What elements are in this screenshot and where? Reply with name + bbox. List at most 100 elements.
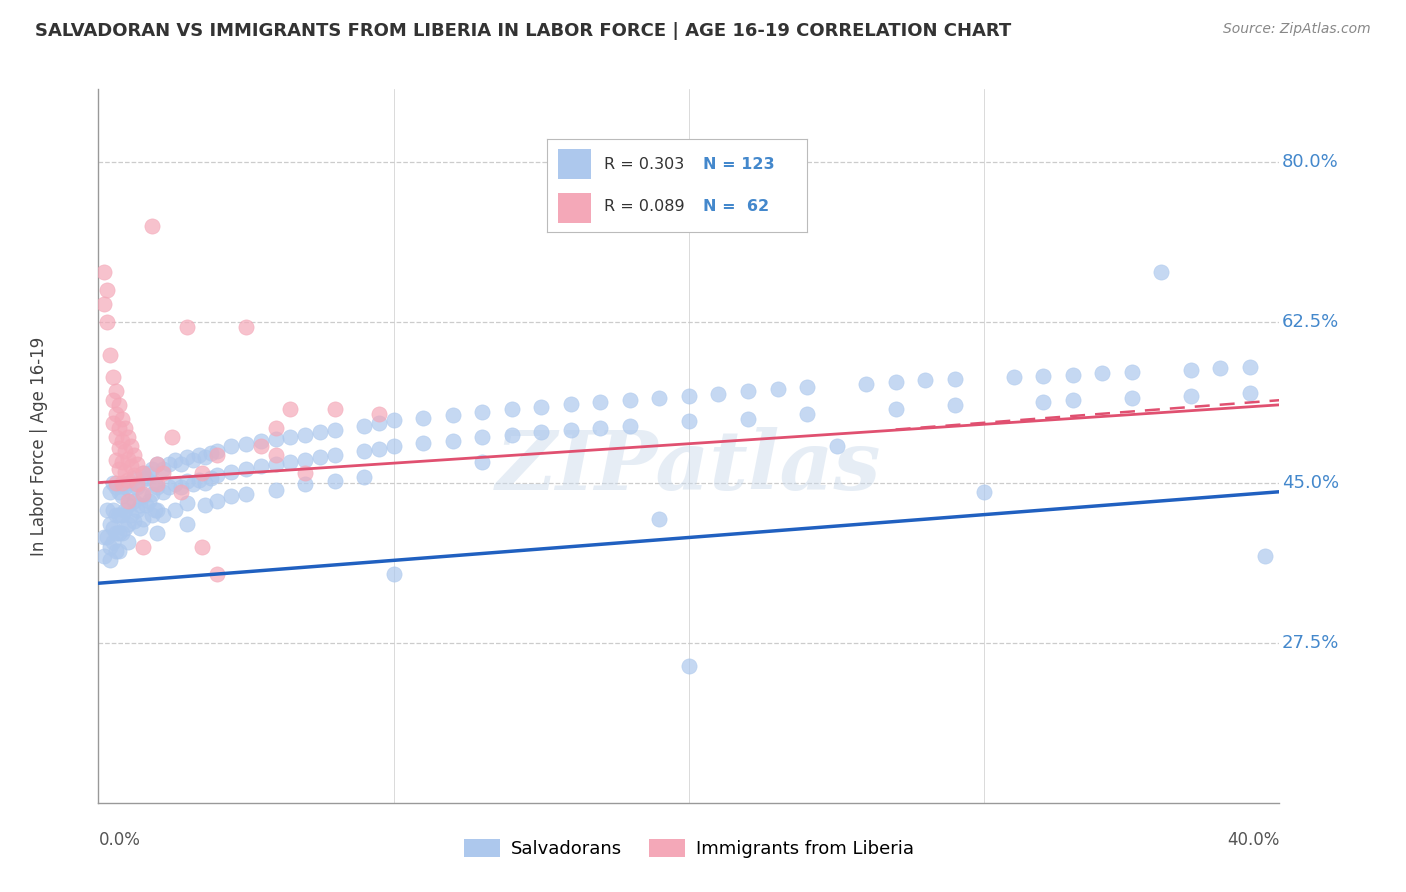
Text: R = 0.303: R = 0.303 xyxy=(605,157,685,171)
Point xyxy=(766,382,789,396)
Point xyxy=(382,439,405,453)
Point xyxy=(111,508,134,522)
FancyBboxPatch shape xyxy=(558,193,592,223)
Point xyxy=(1239,360,1261,375)
Point xyxy=(96,531,118,545)
Point xyxy=(132,486,155,500)
Point xyxy=(187,473,209,487)
Point xyxy=(200,471,222,485)
Point xyxy=(111,454,134,468)
Point xyxy=(105,384,128,398)
Point xyxy=(111,489,134,503)
Point xyxy=(132,467,155,481)
Point xyxy=(146,480,169,494)
Point xyxy=(1091,366,1114,380)
Point xyxy=(678,389,700,403)
Point xyxy=(108,462,131,476)
Point xyxy=(205,443,228,458)
Point xyxy=(943,398,966,412)
Text: R = 0.089: R = 0.089 xyxy=(605,200,685,214)
Point xyxy=(294,428,316,442)
Text: ZIPatlas: ZIPatlas xyxy=(496,427,882,508)
Point xyxy=(471,430,494,444)
Point xyxy=(250,434,273,449)
Point xyxy=(146,503,169,517)
Point xyxy=(152,467,174,481)
Point xyxy=(141,508,163,522)
Point xyxy=(441,434,464,448)
Point xyxy=(353,444,375,458)
Point xyxy=(128,475,150,490)
Point xyxy=(294,477,316,491)
Point xyxy=(943,372,966,386)
Point xyxy=(120,459,142,474)
Point xyxy=(1062,393,1084,408)
Text: 0.0%: 0.0% xyxy=(98,831,141,849)
Point xyxy=(884,402,907,417)
Point xyxy=(194,499,217,513)
Text: SALVADORAN VS IMMIGRANTS FROM LIBERIA IN LABOR FORCE | AGE 16-19 CORRELATION CHA: SALVADORAN VS IMMIGRANTS FROM LIBERIA IN… xyxy=(35,22,1011,40)
Point xyxy=(368,407,391,421)
Point xyxy=(103,535,125,549)
Point xyxy=(191,467,214,481)
Point xyxy=(93,265,115,279)
Point xyxy=(368,442,391,456)
Point xyxy=(135,499,157,513)
Point xyxy=(678,658,700,673)
Point xyxy=(1121,365,1143,379)
Point xyxy=(619,393,641,408)
Point xyxy=(111,434,134,449)
Point xyxy=(105,452,128,467)
Point xyxy=(105,525,128,540)
Point xyxy=(114,420,136,434)
Text: 27.5%: 27.5% xyxy=(1282,633,1339,652)
Point xyxy=(117,475,139,490)
Point xyxy=(471,405,494,419)
Point xyxy=(219,489,242,503)
Point xyxy=(294,452,316,467)
Point xyxy=(219,439,242,453)
Point xyxy=(412,410,434,425)
Point xyxy=(250,439,273,453)
Point xyxy=(98,540,121,554)
Point xyxy=(205,494,228,508)
Point xyxy=(125,458,148,472)
Point xyxy=(737,411,759,425)
Point xyxy=(146,458,169,472)
Point xyxy=(114,465,136,479)
Point xyxy=(122,494,145,508)
Point xyxy=(707,387,730,401)
Point xyxy=(235,486,257,500)
Point xyxy=(1254,549,1277,563)
Text: In Labor Force | Age 16-19: In Labor Force | Age 16-19 xyxy=(31,336,48,556)
Point xyxy=(176,516,198,531)
Point xyxy=(128,521,150,535)
Point xyxy=(589,420,612,434)
Point xyxy=(96,316,118,330)
Point xyxy=(170,480,193,494)
Point xyxy=(132,489,155,503)
Point xyxy=(143,503,166,517)
Point xyxy=(235,437,257,451)
Point xyxy=(105,508,128,522)
Point xyxy=(530,425,553,440)
Point xyxy=(1180,363,1202,377)
Point xyxy=(108,420,131,434)
Point xyxy=(368,416,391,430)
Point xyxy=(1032,395,1054,409)
Point xyxy=(114,521,136,535)
Point xyxy=(103,503,125,517)
Point xyxy=(117,451,139,466)
Point xyxy=(98,553,121,567)
Point xyxy=(111,411,134,425)
Point xyxy=(111,475,134,490)
Point xyxy=(108,525,131,540)
Point xyxy=(382,413,405,427)
Point xyxy=(191,540,214,554)
Point xyxy=(103,393,125,408)
Point xyxy=(152,484,174,499)
Point xyxy=(176,496,198,510)
Point xyxy=(152,462,174,476)
Text: 62.5%: 62.5% xyxy=(1282,313,1339,332)
Point xyxy=(205,448,228,462)
